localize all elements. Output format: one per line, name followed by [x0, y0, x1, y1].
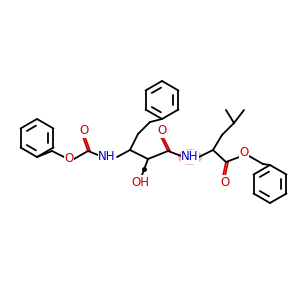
Ellipse shape	[178, 149, 202, 165]
Text: O: O	[220, 176, 230, 188]
Text: NH: NH	[181, 151, 199, 164]
Text: O: O	[80, 124, 88, 137]
Text: O: O	[64, 152, 74, 166]
Text: O: O	[239, 146, 249, 160]
Text: O: O	[158, 124, 166, 137]
Text: OH: OH	[131, 176, 149, 188]
Text: NH: NH	[98, 151, 116, 164]
